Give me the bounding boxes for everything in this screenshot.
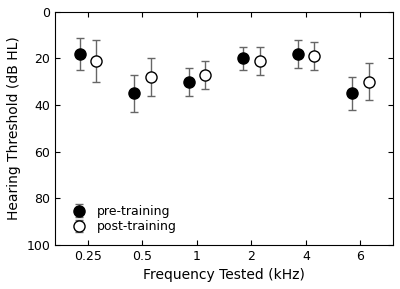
Y-axis label: Hearing Threshold (dB HL): Hearing Threshold (dB HL) (7, 36, 21, 220)
Legend: pre-training, post-training: pre-training, post-training (62, 200, 181, 238)
X-axis label: Frequency Tested (kHz): Frequency Tested (kHz) (143, 268, 305, 282)
